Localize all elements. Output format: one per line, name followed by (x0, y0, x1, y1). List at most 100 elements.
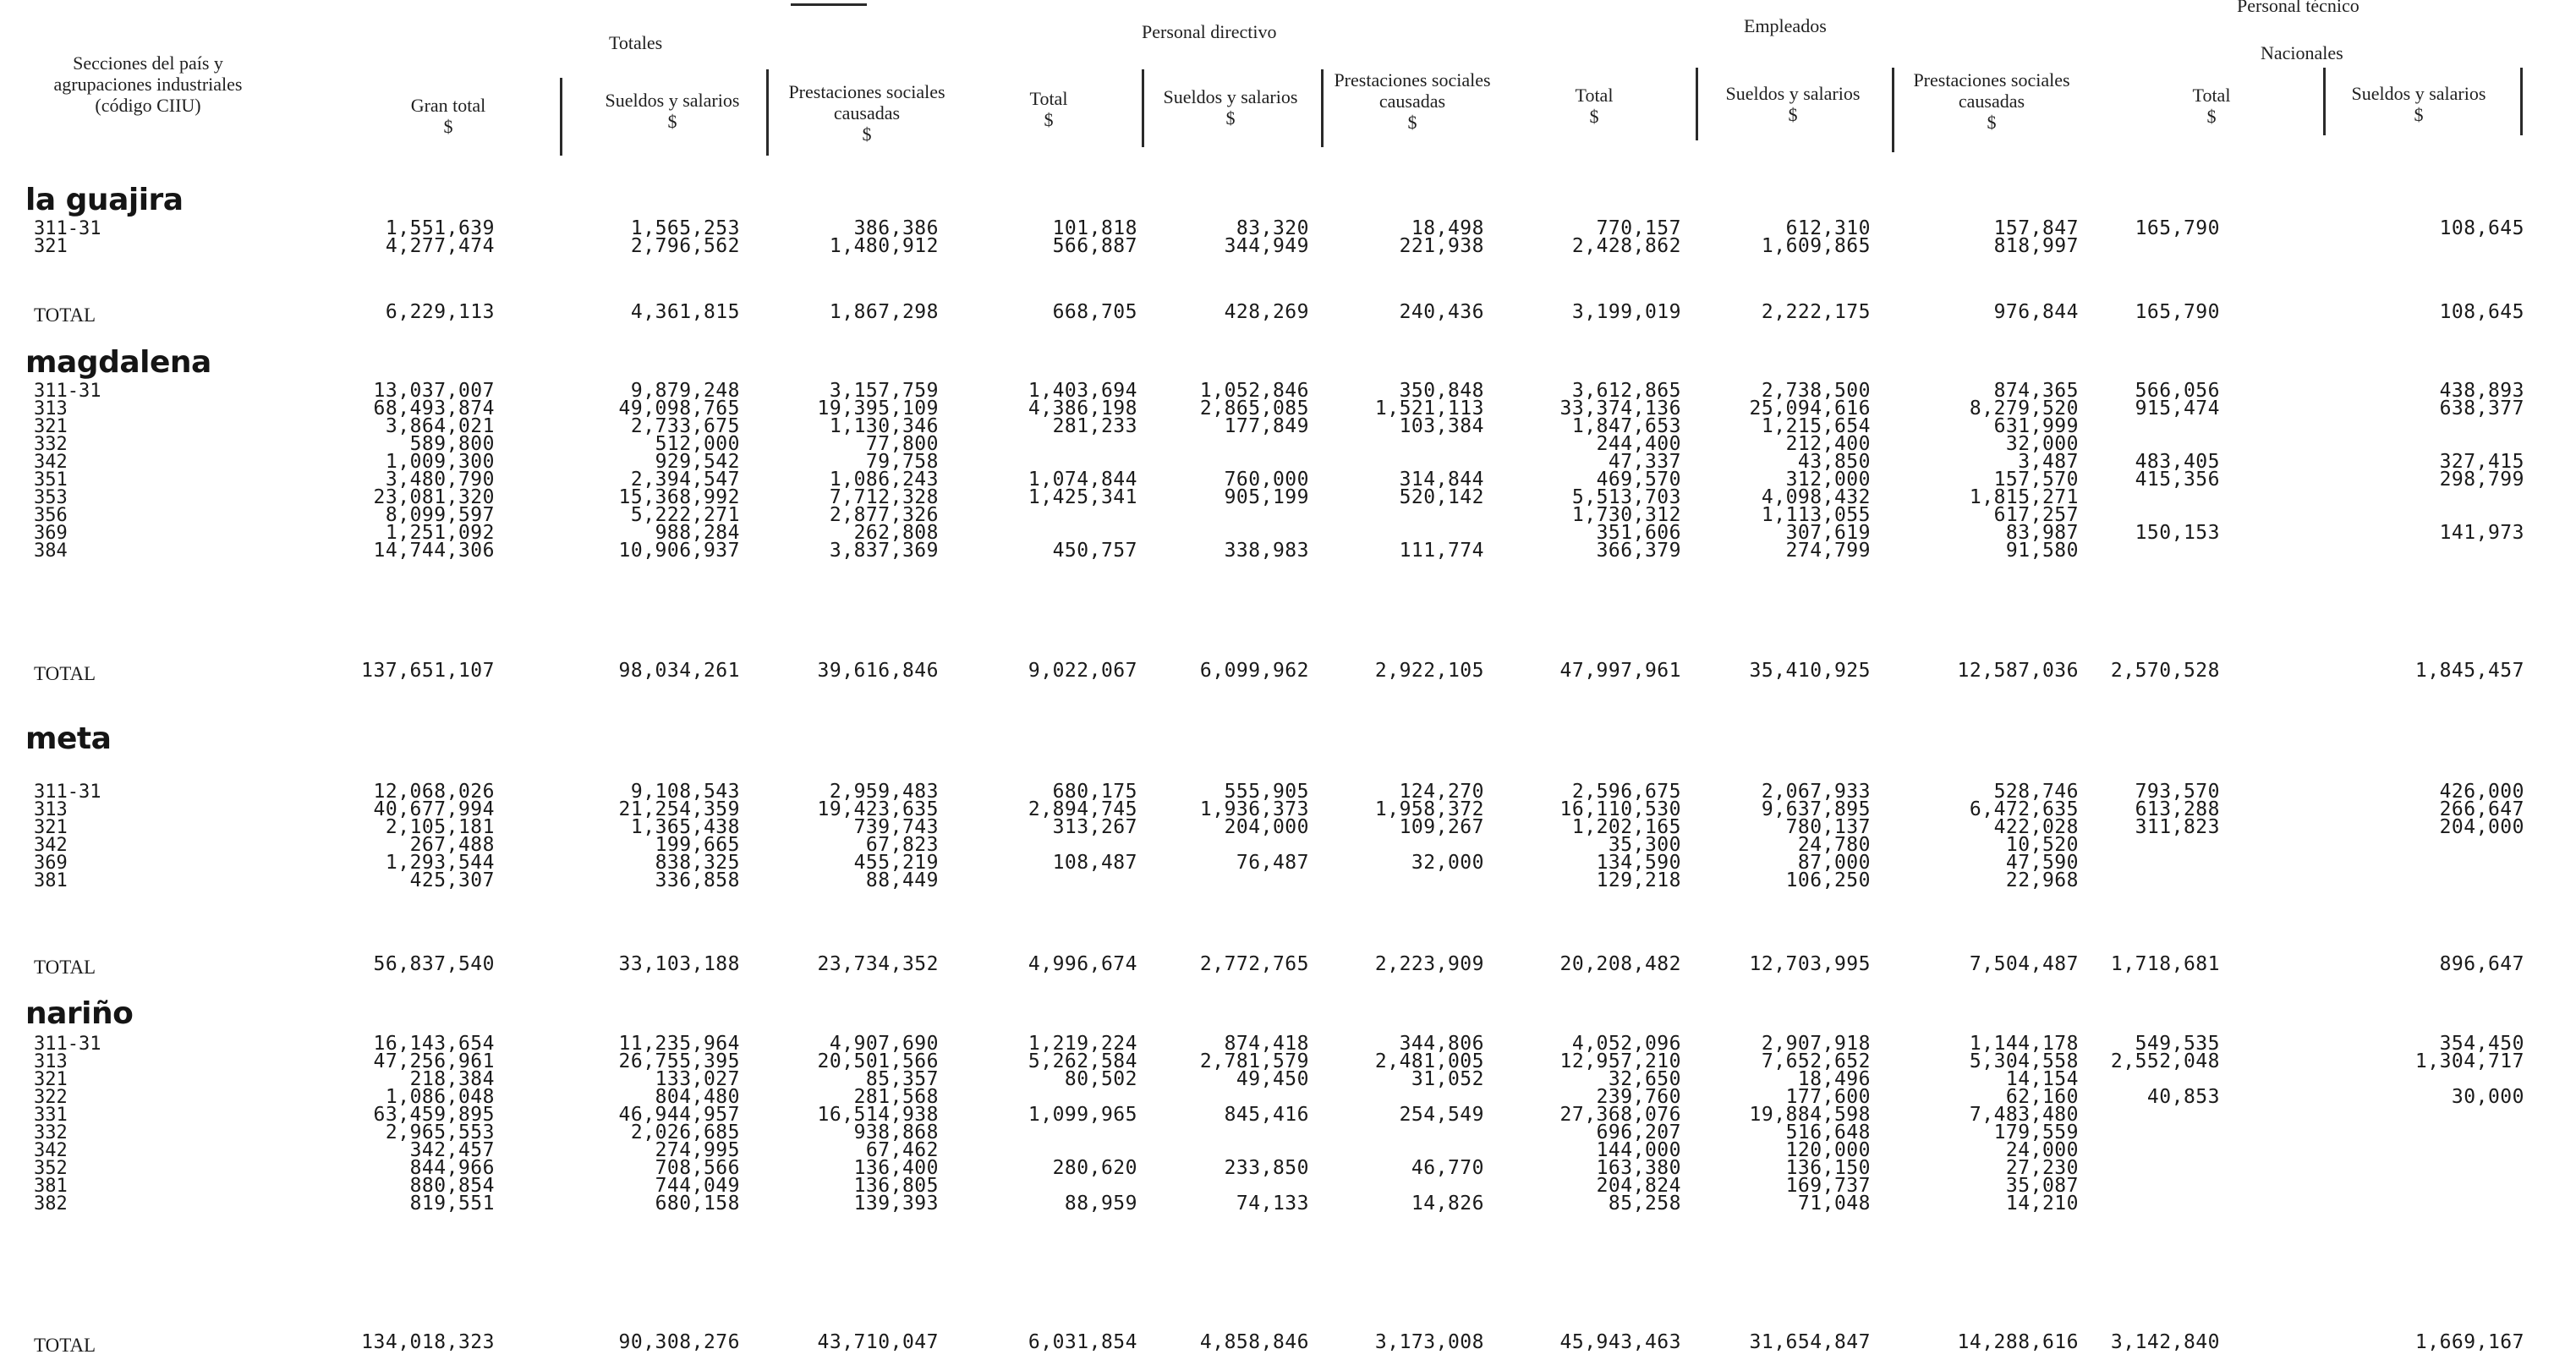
total-cell: 3,142,840 (2110, 1331, 2220, 1353)
table-cell: 12,068,026 (373, 781, 495, 803)
table-cell (2338, 542, 2524, 560)
table-cell: 1,304,717 (2414, 1050, 2524, 1072)
data-column-5: 1,052,846 2,865,085 177,849 760,000 905,199 3… (1123, 381, 1309, 561)
table-cell: 929,542 (655, 451, 740, 473)
column-divider (1321, 69, 1324, 147)
total-cell: 2,772,765 (1199, 953, 1309, 975)
table-cell: 350,848 (1399, 380, 1484, 402)
data-column-10: 549,535 2,552,048 40,853 (2034, 1034, 2220, 1213)
table-cell (2338, 1160, 2524, 1177)
table-cell: 218,384 (409, 1068, 495, 1090)
table-cell: 2,894,745 (1028, 798, 1137, 820)
data-column-10: 566,056 915,474 483,405 415,356 150,153 (2034, 381, 2220, 560)
table-cell: 4,098,432 (1761, 486, 1871, 508)
table-cell: 780,137 (1785, 816, 1871, 838)
table-cell: 43,850 (1797, 451, 1871, 473)
total-cell: 9,022,067 (1028, 660, 1137, 682)
total-cell: 137,651,107 (361, 660, 495, 682)
table-cell: 696,207 (1596, 1121, 1681, 1143)
table-cell: 7,652,652 (1761, 1050, 1871, 1072)
table-cell: 2,781,579 (1199, 1050, 1309, 1072)
total-cell: 896,647 (2439, 953, 2524, 975)
table-cell (2338, 872, 2524, 890)
table-cell (2034, 418, 2220, 436)
table-cell: 23,081,320 (373, 486, 495, 508)
table-cell: 62,160 (2005, 1086, 2079, 1108)
table-cell: 49,098,765 (618, 398, 740, 420)
table-cell: 1,936,373 (1199, 798, 1309, 820)
col-header-6: Prestaciones sociales causadas $ (1334, 69, 1491, 133)
table-cell: 631,999 (1993, 415, 2079, 437)
table-cell: 1,293,544 (385, 852, 495, 874)
table-cell: 32,000 (1411, 852, 1484, 874)
table-cell: 905,199 (1224, 486, 1309, 508)
ciiu-code: 313 (34, 398, 68, 420)
table-cell: 111,774 (1399, 540, 1484, 562)
table-cell: 49,450 (1236, 1068, 1309, 1090)
table-cell: 4,386,198 (1028, 398, 1137, 420)
table-cell: 3,864,021 (385, 415, 495, 437)
table-cell (2034, 1177, 2220, 1195)
table-cell (2034, 1106, 2220, 1124)
section-codes: 311-31 313 321 332 342 351 353 356 369 384 (34, 382, 101, 561)
table-cell: 366,379 (1596, 540, 1681, 562)
table-cell: 1,609,865 (1761, 235, 1871, 257)
table-cell: 298,799 (2439, 469, 2524, 491)
table-cell: 71,048 (1797, 1193, 1871, 1215)
table-cell: 638,377 (2439, 398, 2524, 420)
table-cell: 555,905 (1224, 781, 1309, 803)
column-divider (1142, 69, 1144, 147)
col-header-9: Prestaciones sociales causadas $ (1913, 69, 2070, 133)
total-cell: 35,410,925 (1749, 660, 1871, 682)
data-column-8: 2,067,933 9,637,895 780,137 24,780 87,000 106… (1685, 782, 1871, 891)
ciiu-code: 369 (34, 523, 68, 544)
table-cell: 4,277,474 (385, 235, 495, 257)
total-cell: 2,222,175 (1761, 301, 1871, 323)
total-cell: 12,587,036 (1957, 660, 2079, 682)
table-cell: 9,637,895 (1761, 798, 1871, 820)
table-cell: 5,304,558 (1969, 1050, 2079, 1072)
data-column-5: 555,905 1,936,373 204,000 76,487 (1123, 781, 1309, 890)
total-cell: 12,703,995 (1749, 953, 1871, 975)
table-cell: 280,620 (1052, 1157, 1137, 1179)
data-column-2: 11,235,964 26,755,395 133,027 804,480 46,944… (554, 1034, 740, 1214)
table-cell: 4,052,096 (1571, 1033, 1681, 1055)
data-column-1: 13,037,007 68,493,874 3,864,021 589,800 1,00… (309, 381, 495, 561)
col-header-8: Sueldos y salarios $ (1725, 83, 1861, 125)
table-cell: 880,854 (409, 1175, 495, 1197)
table-cell (2338, 1195, 2524, 1213)
table-cell (2338, 1177, 2524, 1195)
ciiu-code: 381 (34, 870, 68, 891)
group-totales: Totales (609, 32, 663, 53)
table-cell (2034, 872, 2220, 890)
table-cell: 35,300 (1608, 834, 1681, 856)
table-cell: 1,202,165 (1571, 816, 1681, 838)
table-cell: 266,647 (2439, 798, 2524, 820)
table-cell: 307,619 (1785, 522, 1871, 544)
table-cell: 988,284 (655, 522, 740, 544)
table-cell: 177,600 (1785, 1086, 1871, 1108)
data-column-10: 165,790 (2034, 219, 2220, 255)
table-cell: 33,374,136 (1559, 398, 1681, 420)
section-title: magdalena (25, 345, 211, 380)
table-cell: 2,877,326 (829, 504, 939, 526)
ciiu-code: 321 (34, 236, 68, 257)
data-column-6: 124,270 1,958,372 109,267 32,000 (1298, 782, 1484, 890)
data-column-5: 874,418 2,781,579 49,450 845,416 233,850 74,1… (1123, 1034, 1309, 1214)
table-cell: 27,230 (2005, 1157, 2079, 1179)
table-cell (2034, 1142, 2220, 1160)
table-cell (2034, 238, 2220, 255)
table-cell: 244,400 (1596, 433, 1681, 455)
data-column-5: 83,320 344,949 (1123, 219, 1309, 256)
column-divider (1696, 68, 1698, 140)
table-cell: 1,521,113 (1374, 398, 1484, 420)
total-cell: 4,996,674 (1028, 953, 1137, 975)
ciiu-code: 342 (34, 1140, 68, 1161)
data-column-3: 386,386 1,480,912 (753, 219, 939, 256)
table-cell: 354,450 (2439, 1033, 2524, 1055)
table-cell (2034, 489, 2220, 507)
table-cell: 24,780 (1797, 834, 1871, 856)
table-cell: 1,099,965 (1028, 1104, 1137, 1126)
table-cell (2338, 1106, 2524, 1124)
table-cell: 1,730,312 (1571, 504, 1681, 526)
